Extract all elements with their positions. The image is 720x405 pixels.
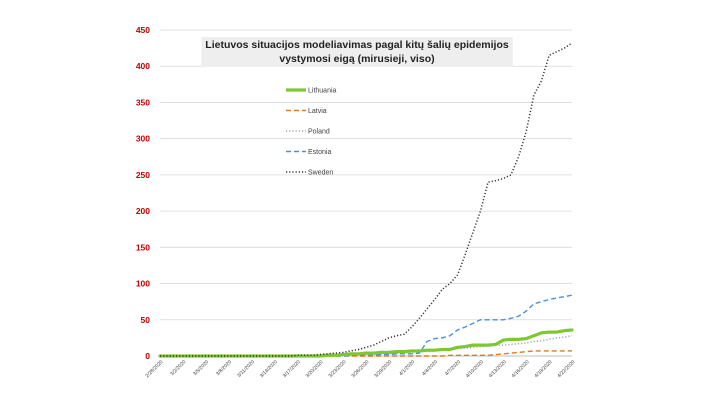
y-tick-label: 200	[136, 206, 150, 216]
series-line-sweden	[160, 42, 573, 357]
legend-label-estonia: Estonia	[308, 149, 331, 156]
series-lines	[158, 42, 574, 358]
y-tick-label: 400	[136, 61, 150, 71]
chart-title: Lietuvos situacijos modeliavimas pagal k…	[201, 37, 513, 67]
x-tick-label: 4/16/2020	[511, 359, 531, 379]
y-tick-label: 300	[136, 134, 150, 144]
x-tick-label: 3/5/2020	[192, 359, 210, 377]
x-tick-label: 3/2/2020	[169, 359, 187, 377]
x-tick-label: 3/29/2020	[373, 359, 393, 379]
x-tick-label: 4/1/2020	[398, 359, 416, 377]
legend-label-poland: Poland	[308, 129, 330, 136]
x-tick-label: 3/11/2020	[236, 359, 256, 379]
series-line-estonia	[160, 294, 573, 357]
x-tick-label: 2/28/2020	[144, 359, 164, 379]
legend-label-latvia: Latvia	[308, 108, 327, 115]
x-tick-label: 4/10/2020	[465, 359, 485, 379]
gridlines	[160, 29, 572, 321]
chart-title-line-2: vystymosi eigą (mirusieji, viso)	[279, 53, 434, 65]
x-tick-label: 4/4/2020	[421, 359, 439, 377]
x-tick-label: 3/23/2020	[328, 359, 348, 379]
x-tick-label: 4/19/2020	[534, 359, 554, 379]
y-tick-label: 50	[141, 315, 151, 325]
x-tick-label: 3/20/2020	[305, 359, 325, 379]
x-tick-label: 4/7/2020	[444, 359, 462, 377]
y-tick-label: 250	[136, 170, 150, 180]
chart-title-background	[201, 37, 513, 67]
x-tick-label: 3/17/2020	[282, 359, 302, 379]
chart-title-line-1: Lietuvos situacijos modeliavimas pagal k…	[205, 39, 509, 51]
y-tick-label: 450	[136, 25, 150, 35]
x-tick-label: 3/26/2020	[350, 359, 370, 379]
y-tick-label: 350	[136, 97, 150, 107]
legend: Lithuania Latvia Poland Estonia Sweden	[286, 88, 337, 177]
y-tick-label: 0	[145, 351, 150, 361]
legend-label-lithuania: Lithuania	[308, 88, 337, 95]
x-tick-label: 3/8/2020	[215, 359, 233, 377]
legend-label-sweden: Sweden	[308, 170, 333, 177]
x-axis-ticks: 2/28/2020 3/2/2020 3/5/2020 3/8/2020 3/11/20…	[144, 359, 576, 379]
series-line-lithuania	[158, 328, 574, 358]
x-tick-label: 3/14/2020	[259, 359, 279, 379]
y-tick-label: 100	[136, 279, 150, 289]
x-tick-label: 4/13/2020	[488, 359, 508, 379]
x-tick-label: 4/22/2020	[556, 359, 576, 379]
y-axis-ticks: 0 50 100 150 200 250 300 350 400 450	[136, 25, 150, 361]
y-tick-label: 150	[136, 242, 150, 252]
